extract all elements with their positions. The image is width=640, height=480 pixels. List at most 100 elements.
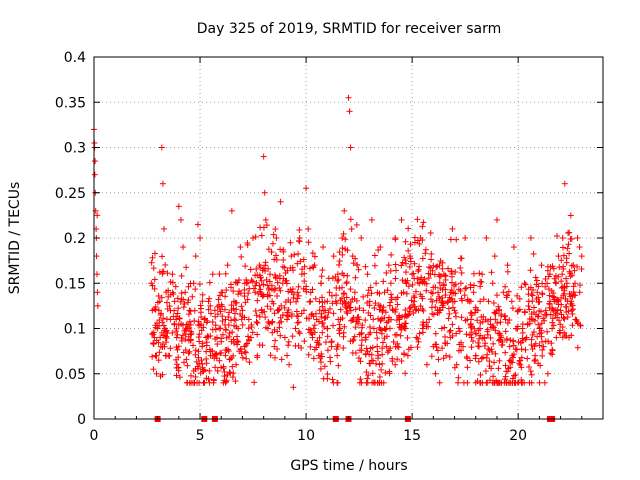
y-tick-label: 0.05 [55,367,86,383]
data-point [191,317,198,324]
data-point [414,344,421,351]
data-point [441,333,448,340]
data-point [565,308,572,315]
data-point [206,279,213,286]
data-point [330,310,337,317]
x-tick-label: 15 [403,428,421,444]
data-point [217,325,224,332]
data-point [233,306,240,313]
data-point [577,282,584,289]
data-point [368,357,375,364]
data-point [456,328,463,335]
data-point [150,329,157,336]
data-point [277,198,284,205]
data-point [546,286,553,293]
data-point [376,324,383,331]
data-point [455,286,462,293]
data-point [475,343,482,350]
data-point [549,315,556,322]
data-point [221,377,228,384]
data-point [553,280,560,287]
data-point [199,343,206,350]
data-point [549,306,556,313]
data-point [187,372,194,379]
data-point [529,298,536,305]
data-point [491,359,498,366]
data-point [158,310,165,317]
data-point [429,267,436,274]
data-point [404,352,411,359]
data-point [270,300,277,307]
data-point [371,379,378,386]
data-point [205,298,212,305]
data-point [309,310,316,317]
data-point [349,296,356,303]
data-point [160,225,167,232]
data-point [508,298,515,305]
data-point [420,219,427,226]
data-point [478,279,485,286]
data-point [525,291,532,298]
data-point [334,352,341,359]
data-point [444,340,451,347]
data-point [486,363,493,370]
data-point [264,291,271,298]
data-point [357,376,364,383]
gridlines [94,57,603,419]
data-point [477,332,484,339]
data-point [446,353,453,360]
data-point [505,365,512,372]
data-point [186,325,193,332]
data-point [445,315,452,322]
data-point [362,334,369,341]
data-point [392,275,399,282]
data-point [376,361,383,368]
data-point [274,279,281,286]
data-point [385,347,392,354]
data-point [460,343,467,350]
data-point [536,330,543,337]
data-point [394,301,401,308]
data-point [272,274,279,281]
data-point [311,253,318,260]
data-point [266,286,273,293]
data-point [279,312,286,319]
data-point [561,180,568,187]
data-point [253,279,260,286]
data-point [368,290,375,297]
data-point [268,286,275,293]
data-point [267,306,274,313]
data-point [303,185,310,192]
data-point [504,320,511,327]
data-point [492,310,499,317]
data-point [516,306,523,313]
data-point [551,275,558,282]
data-point [195,354,202,361]
data-point [237,346,244,353]
data-point [411,294,418,301]
data-point [418,274,425,281]
data-point [385,318,392,325]
data-point [558,301,565,308]
data-point [351,289,358,296]
data-point [230,288,237,295]
data-point [563,283,570,290]
data-point [527,368,534,375]
data-point [436,271,443,278]
data-point [416,330,423,337]
data-point [242,349,249,356]
data-point [156,317,163,324]
data-point [225,322,232,329]
data-point [248,277,255,284]
data-point [249,278,256,285]
data-point [466,331,473,338]
data-point [268,319,275,326]
data-point [560,263,567,270]
data-point [459,297,466,304]
data-point [570,283,577,290]
data-point [182,336,189,343]
data-point [429,290,436,297]
data-point [159,180,166,187]
data-point [559,235,566,241]
data-point [163,299,170,306]
